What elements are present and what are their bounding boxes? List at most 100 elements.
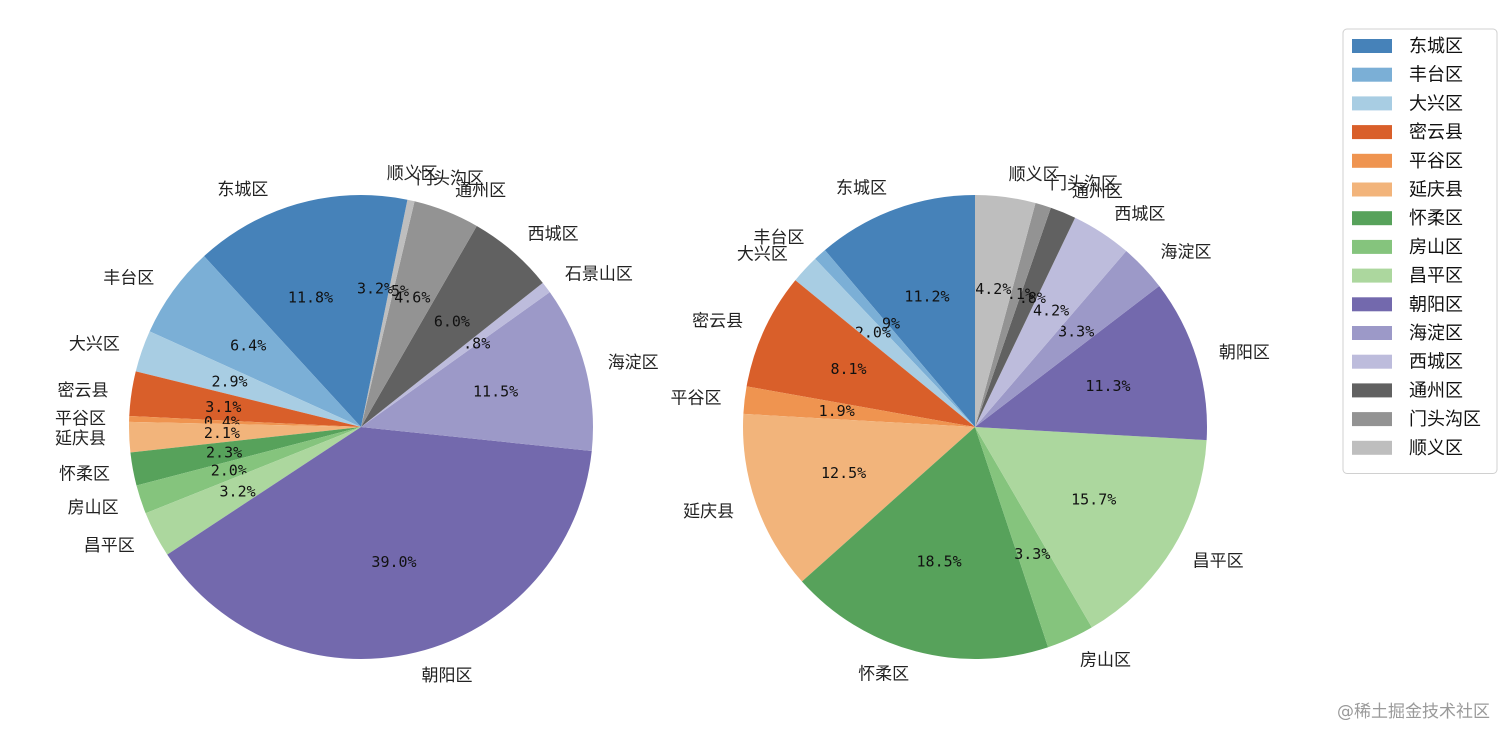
slice-percent-label: 1.9% — [819, 402, 855, 420]
pie-slice-4 — [746, 280, 975, 427]
slice-percent-label: 3.3% — [1014, 545, 1050, 563]
slice-percent-label: 11.8% — [288, 288, 333, 306]
slice-percent-label: 2.0% — [211, 462, 247, 480]
slice-percent-label: 15.7% — [1071, 491, 1116, 509]
slice-percent-label: 18.5% — [917, 553, 962, 571]
pie-slice-2 — [815, 250, 975, 427]
pie-slice-9 — [145, 427, 361, 555]
slice-label: 房山区 — [68, 498, 119, 518]
legend-label: 密云县 — [1409, 122, 1463, 143]
slice-label: 房山区 — [1080, 651, 1131, 671]
slice-label: 通州区 — [1072, 182, 1123, 202]
slice-percent-label: 11.5% — [473, 383, 518, 401]
legend-swatch — [1352, 354, 1392, 369]
slice-label: 昌平区 — [1193, 551, 1244, 571]
pie-slice-11 — [361, 292, 594, 452]
slice-percent-label: 6.4% — [230, 336, 266, 354]
legend-swatch — [1352, 153, 1392, 168]
legend-swatch — [1352, 67, 1392, 82]
slice-percent-label: 3.2% — [357, 280, 393, 298]
pie-slice-13 — [361, 225, 543, 427]
slice-percent-label: 11.2% — [904, 287, 949, 305]
pie-slice-7 — [130, 427, 361, 486]
slice-percent-label: 3.2% — [220, 483, 256, 501]
pie-slice-1 — [824, 195, 975, 427]
slice-label: 怀柔区 — [59, 464, 110, 484]
slice-percent-label: 6.0% — [434, 313, 470, 331]
pie-slice-4 — [129, 371, 361, 427]
pie-slice-8 — [136, 427, 361, 514]
slice-percent-label: 2.3% — [206, 443, 242, 461]
legend-label: 顺义区 — [1409, 438, 1463, 459]
legend-label: 丰台区 — [1409, 65, 1463, 86]
legend-swatch — [1352, 297, 1392, 312]
slice-label: 平谷区 — [671, 388, 722, 408]
slice-label: 密云县 — [58, 381, 109, 401]
slice-percent-label: 39.0% — [371, 553, 416, 571]
slice-label: 通州区 — [455, 181, 506, 201]
legend-label: 怀柔区 — [1409, 208, 1463, 229]
slice-label: 丰台区 — [103, 268, 154, 288]
pie-slice-8 — [975, 427, 1092, 648]
pie-slice-7 — [801, 427, 1049, 659]
slice-percent-label: 4.2% — [975, 280, 1011, 298]
pie-slice-11 — [975, 251, 1160, 427]
legend-swatch — [1352, 383, 1392, 398]
slice-label: 丰台区 — [753, 228, 804, 248]
legend-label: 通州区 — [1409, 380, 1463, 401]
slice-percent-label: 12.5% — [821, 464, 866, 482]
pie-slice-15 — [975, 195, 1036, 427]
pie-slice-5 — [129, 416, 361, 427]
pie-slice-3 — [135, 331, 361, 427]
pie-chart-right: 东城区11.2%丰台区0.9%大兴区2.0%密云县8.1%平谷区1.9%延庆县1… — [671, 165, 1270, 685]
pie-slice-9 — [975, 427, 1207, 628]
slice-percent-label: 3.3% — [1058, 322, 1094, 340]
slice-label: 海淀区 — [608, 353, 659, 373]
pie-slice-6 — [742, 413, 975, 582]
legend-swatch — [1352, 125, 1392, 140]
slice-label: 大兴区 — [737, 245, 788, 265]
pie-slice-16 — [361, 195, 408, 427]
slice-label: 怀柔区 — [858, 665, 909, 685]
slice-label: 平谷区 — [55, 409, 106, 429]
slice-label: 延庆县 — [55, 429, 106, 449]
slice-label: 东城区 — [217, 180, 268, 200]
legend-swatch — [1352, 440, 1392, 455]
legend-label: 门头沟区 — [1409, 409, 1481, 430]
slice-label: 西城区 — [528, 225, 579, 245]
slice-percent-label: 3.1% — [205, 398, 241, 416]
pie-slice-12 — [975, 217, 1127, 427]
slice-percent-label: 8.1% — [830, 360, 866, 378]
legend-swatch — [1352, 326, 1392, 340]
slice-label: 顺义区 — [1009, 165, 1060, 185]
pie-slice-10 — [167, 427, 592, 660]
pie-slice-14 — [361, 201, 477, 427]
pie-slice-2 — [149, 256, 361, 427]
slice-percent-label: 4.6% — [394, 289, 430, 307]
slice-label: 石景山区 — [565, 265, 633, 285]
legend-swatch — [1352, 268, 1392, 283]
legend-swatch — [1352, 96, 1392, 111]
pie-slice-5 — [743, 386, 975, 427]
pie-slice-10 — [975, 285, 1208, 441]
legend-label: 平谷区 — [1409, 151, 1463, 172]
legend-label: 大兴区 — [1409, 93, 1463, 114]
legend-label: 东城区 — [1409, 36, 1463, 57]
slice-percent-label: 4.2% — [1033, 301, 1069, 319]
slice-label: 顺义区 — [387, 164, 438, 184]
pie-slice-6 — [129, 421, 361, 453]
legend-swatch — [1352, 182, 1392, 197]
slice-label: 门头沟区 — [1050, 174, 1118, 194]
legend-label: 西城区 — [1409, 352, 1463, 373]
slice-percent-label: 11.3% — [1085, 377, 1130, 395]
legend-swatch — [1352, 211, 1392, 226]
watermark: @稀土掘金技术社区 — [1337, 702, 1490, 722]
legend-label: 房山区 — [1409, 237, 1463, 258]
slice-label: 密云县 — [692, 312, 743, 332]
slice-label: 昌平区 — [84, 536, 135, 556]
slice-percent-label: 2.9% — [211, 372, 247, 390]
pie-slice-3 — [795, 258, 975, 427]
slice-label: 海淀区 — [1161, 243, 1212, 263]
